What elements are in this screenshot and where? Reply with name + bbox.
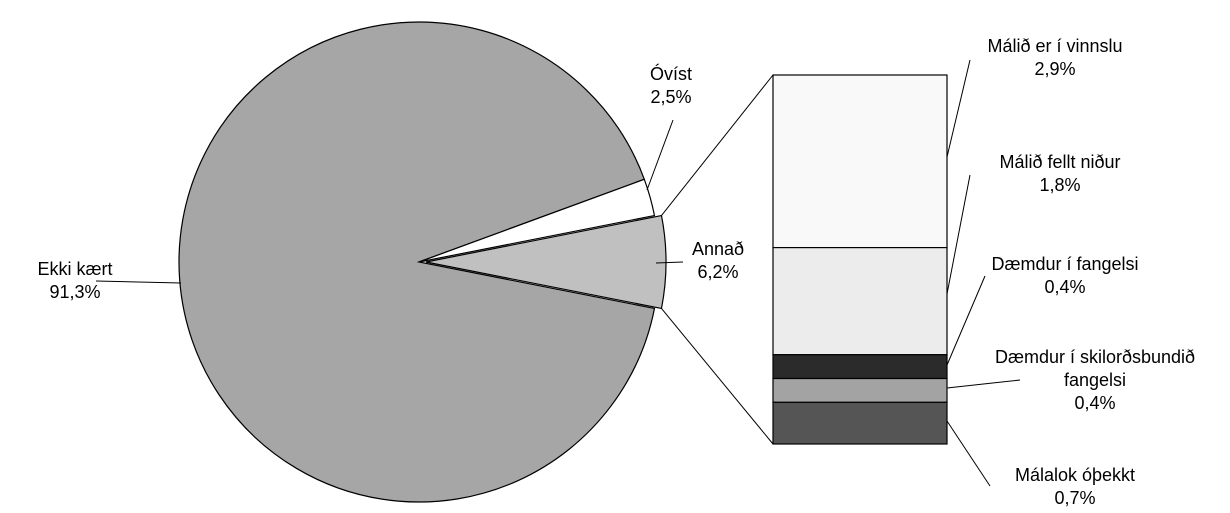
bar-segment-d-mdur-i-skilor-sbundi-fangelsi — [772, 377, 948, 403]
pie-slice-ekki-k-rt — [178, 21, 656, 503]
bar-label-d-mdur-i-fangelsi: Dæmdur í fangelsi 0,4% — [991, 254, 1138, 297]
leader-line-anna — [655, 261, 684, 264]
bar-label-malalok-o-ekkt: Málalok óþekkt 0,7% — [1015, 465, 1135, 508]
bar-segment-mali-er-i-vinnslu — [772, 74, 948, 249]
leader-line-ekki-k-rt — [95, 280, 182, 284]
bar-label-mali-fellt-ni-ur: Málið fellt niður 1,8% — [999, 152, 1120, 195]
slice-label-ekki-k-rt: Ekki kært 91,3% — [37, 259, 112, 302]
pie-slice-anna — [425, 214, 667, 310]
bar-leader-line-malalok-o-ekkt — [946, 420, 991, 487]
bar-segment-malalok-o-ekkt — [772, 401, 948, 445]
connector-layer — [661, 74, 774, 445]
bar-leader-line-mali-er-i-vinnslu — [946, 59, 971, 158]
leader-line-ovist — [646, 119, 674, 191]
bar-label-mali-er-i-vinnslu: Málið er í vinnslu 2,9% — [987, 36, 1122, 79]
bar-segment-d-mdur-i-fangelsi — [772, 354, 948, 380]
pie-slice-ovist — [418, 178, 656, 263]
slice-label-anna: Annað 6,2% — [692, 239, 744, 282]
label-layer: Ekki kært 91,3% Óvíst 2,5% Annað 6,2% Málið er… — [37, 36, 1195, 508]
slice-label-ovist: Óvíst 2,5% — [650, 63, 692, 107]
bar-layer — [772, 74, 948, 445]
bar-label-d-mdur-i-skilor-sbundi-fangelsi: Dæmdur í skilorðsbundið fangelsi 0,4% — [995, 347, 1195, 413]
connector-line-top — [661, 74, 774, 216]
connector-line-bottom — [661, 308, 774, 445]
pie-layer — [178, 21, 667, 503]
bar-leader-line-d-mdur-i-fangelsi — [946, 275, 986, 366]
bar-segment-mali-fellt-ni-ur — [772, 246, 948, 356]
bar-leader-line-mali-fellt-ni-ur — [946, 174, 971, 295]
bar-leader-line-d-mdur-i-skilor-sbundi-fangelsi — [946, 379, 1021, 389]
